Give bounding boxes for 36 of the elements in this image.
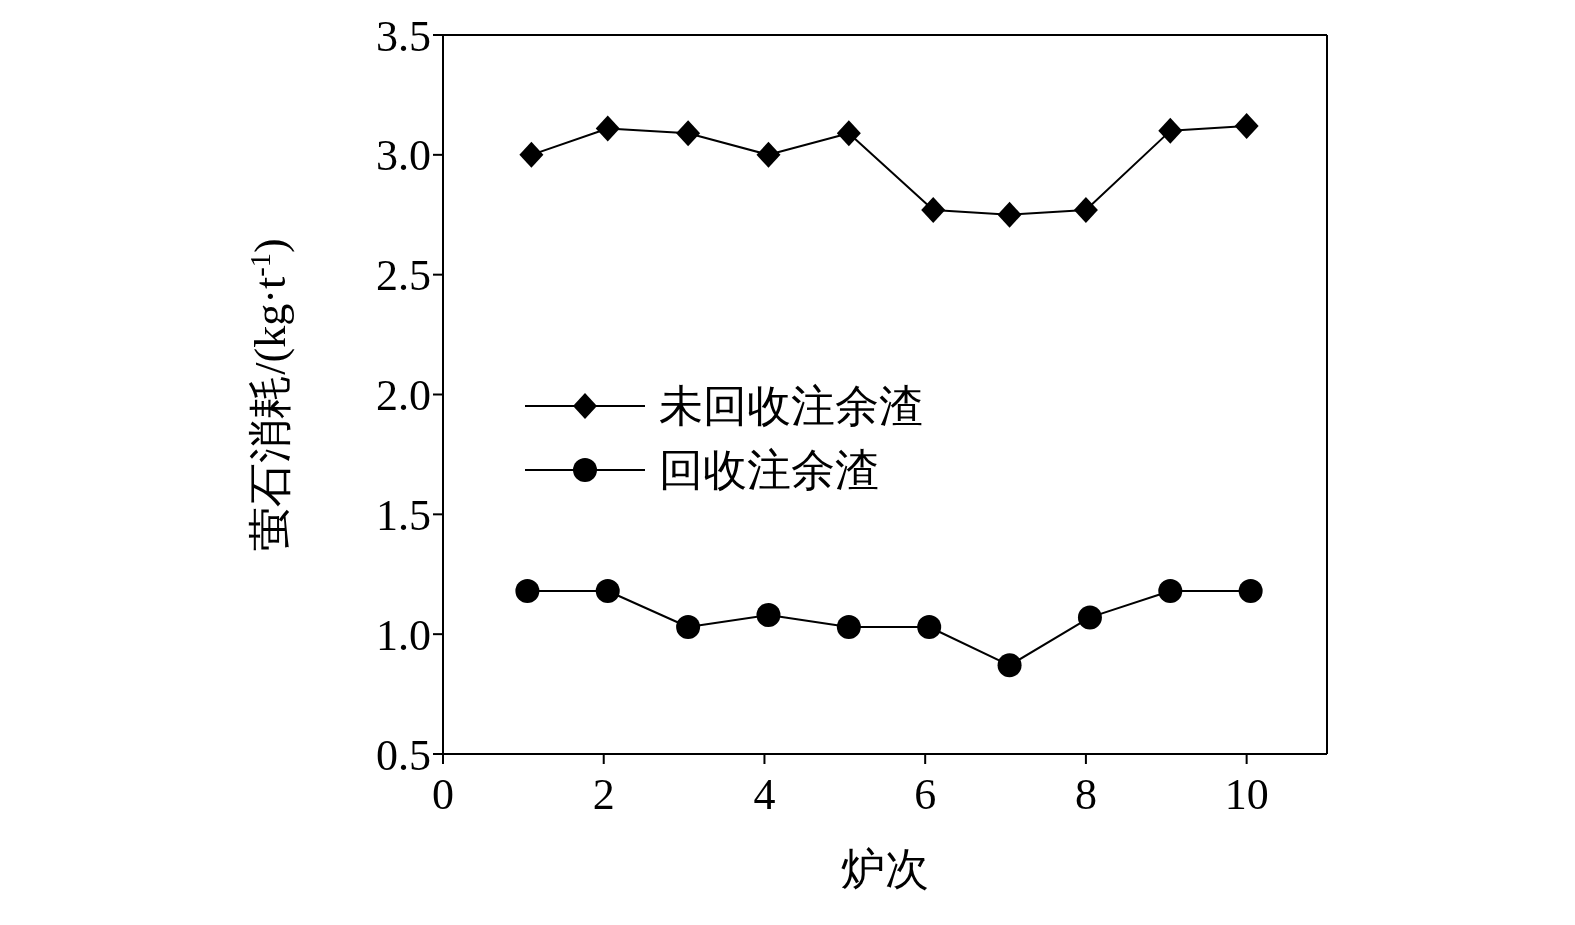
- y-tick-label: 3.5: [376, 11, 431, 61]
- point: [836, 120, 861, 147]
- x-tick-label: 0: [432, 770, 454, 820]
- y-tick-label: 2.5: [376, 251, 431, 301]
- x-tick-label: 2: [592, 770, 615, 820]
- point: [1158, 117, 1183, 144]
- point: [676, 120, 701, 147]
- point: [756, 141, 781, 168]
- point: [997, 653, 1022, 678]
- point: [1158, 579, 1183, 604]
- y-tick-label: 2.0: [376, 371, 431, 421]
- x-tick-label: 6: [914, 770, 937, 820]
- point: [515, 579, 540, 604]
- y-tick-label: 3.0: [376, 131, 431, 181]
- y-tick-label: 1.5: [376, 490, 431, 540]
- point: [1073, 196, 1098, 223]
- legend-label: 未回收注余渣: [659, 380, 923, 433]
- x-tick-label: 10: [1224, 770, 1269, 820]
- x-axis-title: 炉次: [841, 845, 929, 894]
- point: [595, 579, 620, 604]
- point: [595, 115, 620, 142]
- y-tick-label: 1.0: [376, 610, 431, 660]
- point: [836, 614, 861, 639]
- x-tick-label: 4: [753, 770, 776, 820]
- y-tick-label: 0.5: [376, 730, 431, 780]
- point: [1077, 605, 1102, 630]
- point: [997, 201, 1022, 228]
- legend-label: 回收注余渣: [659, 444, 879, 497]
- point: [676, 614, 701, 639]
- point: [917, 614, 942, 639]
- point: [756, 602, 781, 627]
- point: [519, 141, 544, 168]
- point: [921, 196, 946, 223]
- point: [1238, 579, 1263, 604]
- x-tick-label: 8: [1074, 770, 1097, 820]
- point: [1234, 113, 1259, 140]
